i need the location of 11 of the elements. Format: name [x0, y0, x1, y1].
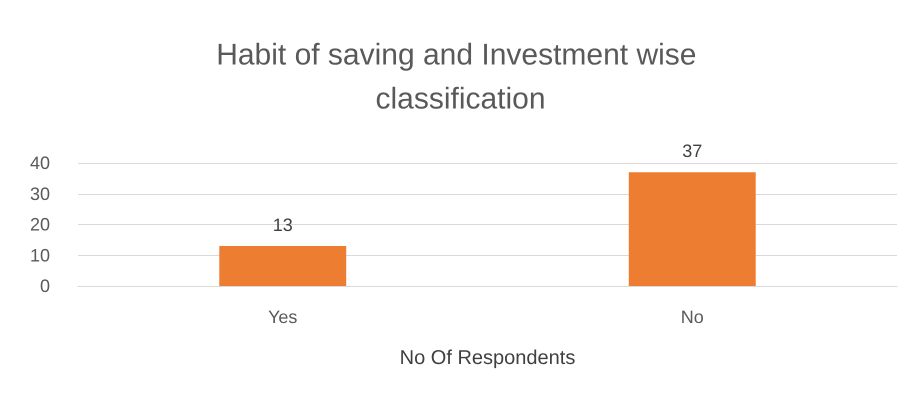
y-tick-label: 20 — [30, 214, 50, 234]
x-tick-label: No — [680, 307, 704, 327]
y-tick-label: 0 — [40, 276, 50, 296]
x-axis-title: No Of Respondents — [400, 347, 576, 369]
data-label: 37 — [682, 141, 702, 162]
chart-title: Habit of saving and Investment wise classification — [216, 38, 705, 116]
y-tick-label: 30 — [30, 184, 50, 204]
x-tick-label: Yes — [268, 307, 298, 327]
y-tick-label: 10 — [30, 245, 50, 266]
data-label: 13 — [272, 215, 293, 236]
y-tick-label: 40 — [30, 153, 50, 173]
